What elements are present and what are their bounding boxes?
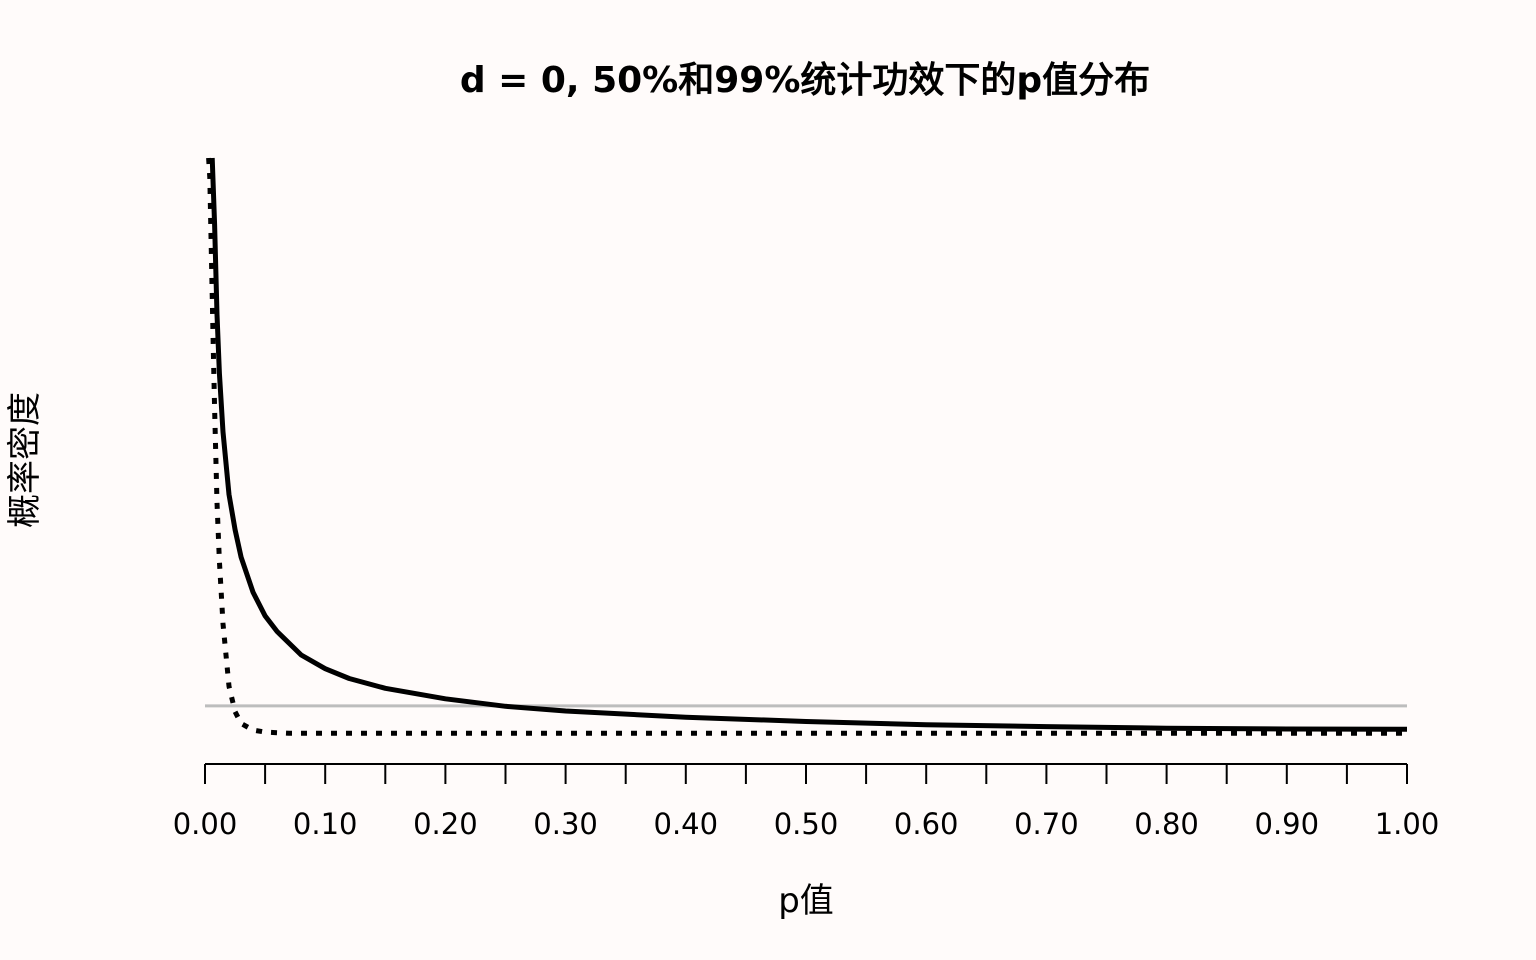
x-tick-label: 0.70 [1014, 807, 1079, 841]
chart-title: d = 0, 50%和99%统计功效下的p值分布 [460, 60, 1150, 101]
x-tick-label: 0.50 [774, 807, 839, 841]
x-tick-label: 0.60 [894, 807, 959, 841]
x-tick-label: 0.10 [293, 807, 358, 841]
x-tick-label: 1.00 [1375, 807, 1440, 841]
x-tick-label: 0.40 [654, 807, 719, 841]
x-tick-label: 0.00 [173, 807, 238, 841]
series-line-dotted [206, 157, 1407, 736]
x-tick-label: 0.90 [1255, 807, 1320, 841]
x-axis-label: p值 [778, 881, 834, 921]
y-axis-label: 概率密度 [5, 392, 45, 528]
series-group [206, 157, 1408, 736]
x-tick-label: 0.80 [1134, 807, 1199, 841]
x-tick-label: 0.30 [533, 807, 598, 841]
x-tick-label: 0.20 [413, 807, 478, 841]
series-line-solid [209, 157, 1408, 732]
x-axis: 0.00 0.10 0.20 0.30 0.40 0.50 0.60 0.70 0.80 0.90… [173, 763, 1440, 841]
